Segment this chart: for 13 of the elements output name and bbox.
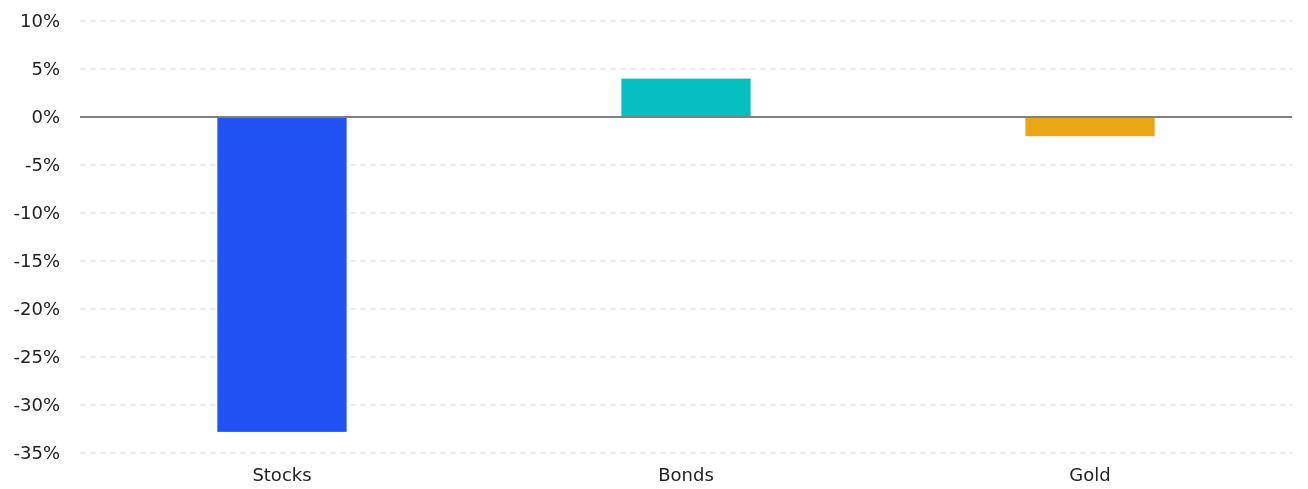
y-tick-label: 5% [31, 58, 60, 80]
y-tick-label: -35% [13, 442, 60, 464]
y-tick-label: -15% [13, 250, 60, 272]
y-tick-label: -25% [13, 346, 60, 368]
x-tick-label: Gold [1069, 464, 1111, 485]
y-tick-label: 10% [19, 10, 60, 32]
x-tick-label: Stocks [252, 464, 312, 485]
y-tick-label: -10% [13, 202, 60, 224]
y-tick-label: -5% [24, 154, 60, 176]
x-tick-label: Bonds [658, 464, 714, 485]
y-tick-label: -20% [13, 298, 60, 320]
y-tick-label: 0% [31, 106, 60, 128]
y-tick-label: -30% [13, 394, 60, 416]
